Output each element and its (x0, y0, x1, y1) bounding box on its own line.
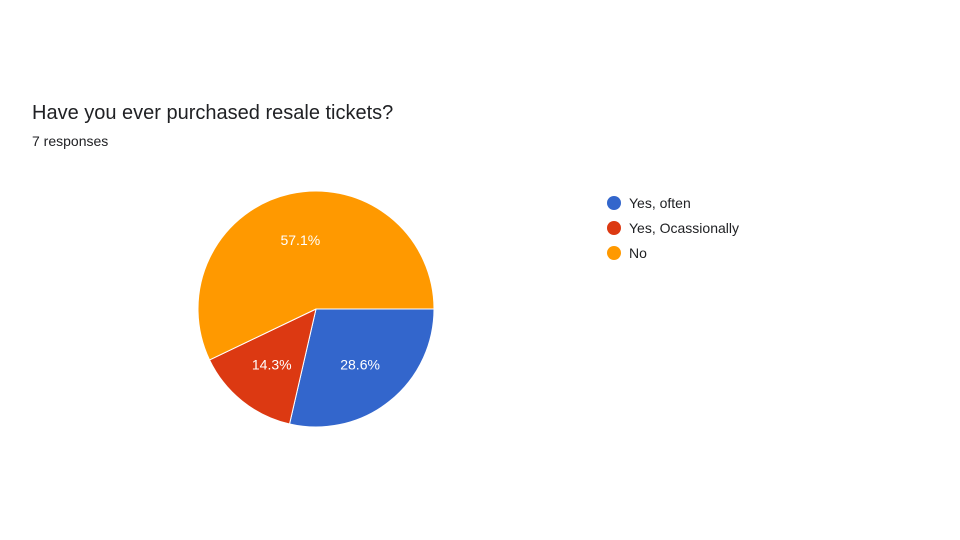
pie-slice-yes-often[interactable] (288, 308, 435, 428)
chart-title: Have you ever purchased resale tickets? (32, 102, 394, 124)
pie-slice-no[interactable] (197, 190, 435, 361)
slice-label-yes-often: 28.6% (340, 356, 380, 372)
chart-legend: Yes, often Yes, Ocassionally No (607, 190, 739, 265)
legend-item-yes-often[interactable]: Yes, often (607, 190, 739, 215)
slice-label-yes-ocassionally: 14.3% (252, 356, 292, 372)
legend-swatch-icon (607, 245, 621, 260)
response-count: 7 responses (32, 133, 109, 149)
legend-swatch-icon (607, 195, 621, 210)
legend-label: Yes, often (629, 194, 691, 211)
legend-item-yes-ocassionally[interactable]: Yes, Ocassionally (607, 215, 739, 240)
legend-item-no[interactable]: No (607, 240, 739, 265)
legend-swatch-icon (607, 220, 621, 235)
legend-label: No (629, 244, 647, 261)
pie-slice-yes-ocassionally[interactable] (208, 308, 317, 425)
slice-label-no: 57.1% (280, 232, 320, 248)
legend-label: Yes, Ocassionally (629, 219, 739, 236)
